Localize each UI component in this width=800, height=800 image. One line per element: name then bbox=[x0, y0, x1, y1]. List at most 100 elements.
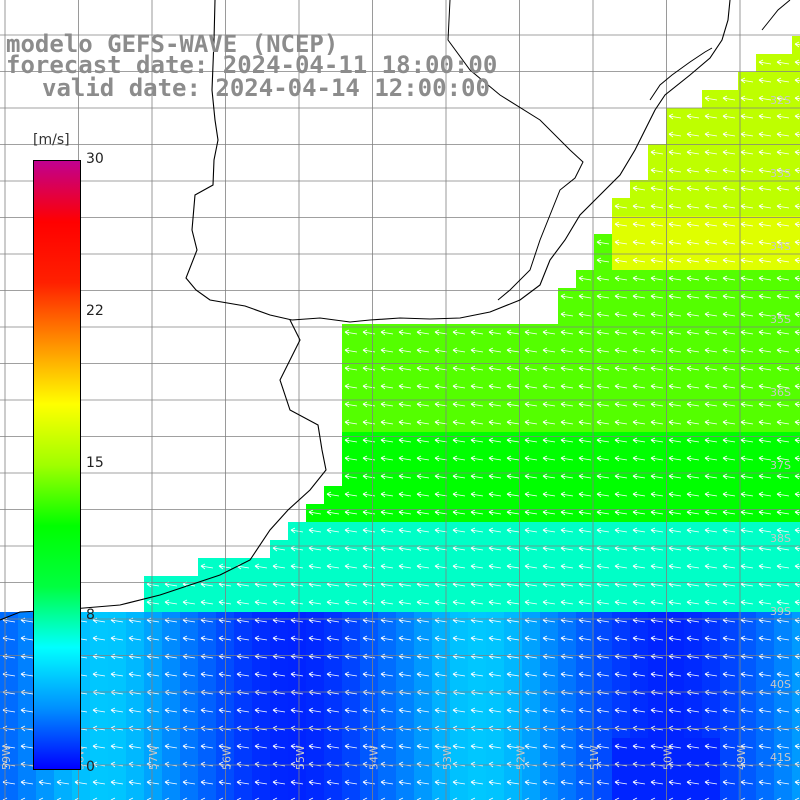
wind-arrow bbox=[254, 707, 268, 714]
wind-arrow bbox=[506, 329, 520, 336]
wind-arrow bbox=[596, 347, 610, 354]
wind-arrow bbox=[650, 419, 664, 426]
wind-arrow bbox=[614, 275, 628, 282]
wind-arrow bbox=[758, 167, 772, 174]
wind-arrow bbox=[704, 185, 718, 192]
wind-arrow bbox=[506, 635, 520, 642]
wind-arrow bbox=[344, 635, 358, 642]
wind-arrow bbox=[434, 347, 448, 354]
wind-arrow bbox=[578, 635, 592, 642]
wind-arrow bbox=[128, 743, 142, 750]
wind-arrow bbox=[200, 635, 214, 642]
wind-arrow bbox=[740, 743, 754, 750]
wind-arrow bbox=[758, 401, 772, 408]
wind-arrow bbox=[758, 149, 772, 156]
wind-arrow bbox=[398, 329, 412, 336]
lat-label: 37S bbox=[770, 459, 791, 472]
wind-arrow bbox=[740, 95, 754, 102]
wind-arrow bbox=[362, 563, 376, 570]
wind-arrow bbox=[794, 131, 800, 138]
wind-arrow bbox=[344, 491, 358, 498]
wind-arrow bbox=[542, 365, 556, 372]
wind-arrow bbox=[776, 275, 790, 282]
wind-arrow bbox=[470, 563, 484, 570]
wind-arrow bbox=[398, 401, 412, 408]
wind-arrow bbox=[434, 635, 448, 642]
wind-arrow bbox=[92, 779, 106, 786]
wind-arrow bbox=[416, 473, 430, 480]
wind-cell bbox=[90, 792, 108, 800]
wind-arrow bbox=[434, 527, 448, 534]
wind-arrow bbox=[614, 473, 628, 480]
wind-arrow bbox=[326, 509, 340, 516]
wind-arrow bbox=[758, 509, 772, 516]
wind-arrow bbox=[722, 401, 736, 408]
wind-arrow bbox=[524, 383, 538, 390]
wind-arrow bbox=[686, 257, 700, 264]
wind-arrow bbox=[56, 779, 70, 786]
wind-arrow bbox=[344, 419, 358, 426]
wind-arrow bbox=[614, 635, 628, 642]
wind-arrow bbox=[470, 419, 484, 426]
wind-arrow bbox=[380, 491, 394, 498]
lon-label: 51W bbox=[588, 745, 601, 770]
wind-arrow bbox=[776, 455, 790, 462]
wind-arrow bbox=[524, 743, 538, 750]
wind-arrow bbox=[722, 563, 736, 570]
wind-arrow bbox=[182, 635, 196, 642]
wind-arrow bbox=[632, 527, 646, 534]
wind-arrow bbox=[722, 473, 736, 480]
wind-arrow bbox=[578, 707, 592, 714]
wind-arrow bbox=[704, 455, 718, 462]
wind-arrow bbox=[164, 743, 178, 750]
wind-arrow bbox=[722, 203, 736, 210]
wind-arrow bbox=[794, 149, 800, 156]
wind-arrow bbox=[182, 599, 196, 606]
wind-arrow bbox=[704, 473, 718, 480]
wind-arrow bbox=[362, 779, 376, 786]
wind-arrow bbox=[722, 167, 736, 174]
wind-arrow bbox=[488, 437, 502, 444]
wind-cell bbox=[342, 792, 360, 800]
wind-arrow bbox=[668, 311, 682, 318]
wind-arrow bbox=[254, 635, 268, 642]
valid-date: valid date: 2024-04-14 12:00:00 bbox=[42, 74, 490, 102]
wind-arrow bbox=[344, 401, 358, 408]
wind-arrow bbox=[632, 473, 646, 480]
wind-arrow bbox=[308, 599, 322, 606]
wind-arrow bbox=[704, 671, 718, 678]
wind-cell bbox=[666, 792, 684, 800]
wind-arrow bbox=[704, 563, 718, 570]
wind-arrow bbox=[794, 275, 800, 282]
wind-cell bbox=[0, 792, 18, 800]
wind-arrow bbox=[488, 509, 502, 516]
wind-arrow bbox=[488, 347, 502, 354]
wind-arrow bbox=[740, 491, 754, 498]
wind-arrow bbox=[758, 671, 772, 678]
wind-arrow bbox=[578, 527, 592, 534]
wind-arrow bbox=[794, 257, 800, 264]
wind-arrow bbox=[578, 383, 592, 390]
wind-arrow bbox=[704, 401, 718, 408]
wind-arrow bbox=[380, 509, 394, 516]
wind-arrow bbox=[290, 671, 304, 678]
wind-arrow bbox=[740, 455, 754, 462]
wind-arrow bbox=[650, 221, 664, 228]
wind-arrow bbox=[542, 635, 556, 642]
wind-arrow bbox=[776, 203, 790, 210]
wind-arrow bbox=[524, 635, 538, 642]
wind-arrow bbox=[614, 563, 628, 570]
wind-arrow bbox=[722, 365, 736, 372]
wind-arrow bbox=[704, 311, 718, 318]
wind-arrow bbox=[740, 347, 754, 354]
wind-arrow bbox=[794, 113, 800, 120]
wind-arrow bbox=[470, 671, 484, 678]
wind-arrow bbox=[362, 383, 376, 390]
wind-arrow bbox=[380, 635, 394, 642]
wind-arrow bbox=[578, 329, 592, 336]
wind-arrow bbox=[488, 527, 502, 534]
wind-arrow bbox=[686, 563, 700, 570]
wind-arrow bbox=[344, 365, 358, 372]
wind-arrow bbox=[380, 743, 394, 750]
wind-arrow bbox=[650, 383, 664, 390]
